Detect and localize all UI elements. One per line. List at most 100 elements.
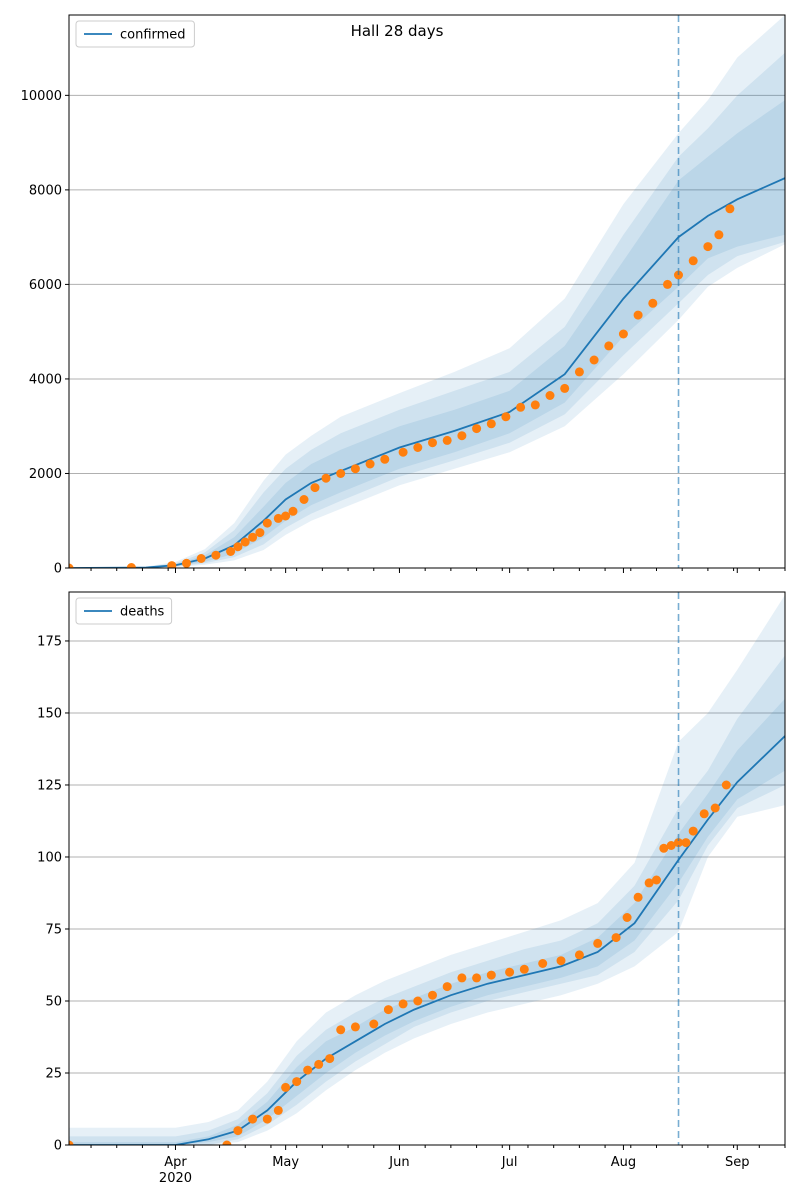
data-point — [281, 511, 291, 521]
uncertainty-band-1 — [69, 698, 785, 1145]
data-point — [472, 973, 482, 983]
data-point — [281, 1082, 291, 1092]
data-point — [240, 537, 250, 547]
legend: deaths — [75, 597, 173, 625]
legend: confirmed — [75, 20, 195, 48]
data-point — [618, 329, 628, 339]
data-point — [486, 970, 496, 980]
data-point — [545, 391, 555, 400]
x-tick-label: May — [272, 1155, 299, 1170]
data-point — [611, 933, 621, 943]
data-point — [721, 780, 731, 790]
data-point — [383, 1005, 393, 1015]
data-point — [292, 1077, 302, 1087]
data-point — [255, 528, 265, 538]
y-tick-label: 6000 — [29, 278, 62, 293]
data-point — [699, 809, 709, 819]
data-point — [273, 1105, 283, 1115]
data-point — [413, 996, 423, 1006]
uncertainty-band-3 — [69, 594, 785, 1145]
data-point — [652, 875, 661, 885]
data-point — [428, 990, 437, 1000]
data-point — [666, 841, 676, 850]
data-point — [516, 402, 526, 412]
y-tick-label: 100 — [37, 850, 62, 865]
x-tick-label: Apr — [164, 1155, 187, 1170]
data-point — [681, 838, 691, 848]
data-point — [350, 1022, 360, 1032]
data-point — [398, 999, 408, 1009]
y-tick-label: 150 — [37, 706, 62, 721]
x-tick-label: Jul — [501, 1155, 518, 1170]
y-tick-label: 75 — [45, 922, 62, 937]
chart-panel-deaths: 0 25 50 75 100 125 150 175 Apr May Jun Jul Aug Sep 202… — [37, 591, 786, 1186]
axes-frame — [68, 591, 786, 1146]
x-tick-label: Jun — [388, 1155, 409, 1170]
data-point — [560, 383, 570, 393]
data-point — [336, 469, 346, 478]
legend-label: confirmed — [120, 28, 186, 43]
data-point — [310, 483, 320, 493]
data-point — [659, 843, 669, 853]
data-point — [457, 431, 467, 441]
y-tick-label: 8000 — [29, 183, 62, 198]
data-point — [688, 826, 698, 836]
data-point — [633, 892, 643, 902]
y-tick-label: 175 — [37, 634, 62, 649]
data-point — [574, 950, 584, 960]
data-point — [442, 435, 452, 445]
data-point — [648, 298, 658, 308]
data-point — [273, 513, 283, 523]
data-point — [262, 1114, 272, 1124]
data-point — [633, 310, 643, 320]
data-point — [604, 341, 614, 351]
legend-label: deaths — [120, 605, 165, 620]
data-point — [325, 1054, 335, 1064]
y-tick-label: 4000 — [29, 372, 62, 387]
data-point — [725, 204, 735, 214]
data-point — [262, 518, 272, 528]
data-point — [182, 558, 191, 568]
data-point — [574, 367, 584, 377]
x-year-label: 2020 — [159, 1171, 192, 1186]
data-point — [69, 563, 74, 568]
data-point — [350, 464, 360, 474]
data-point — [248, 532, 258, 542]
data-point — [167, 561, 177, 568]
data-point — [299, 495, 309, 504]
data-point — [314, 1059, 324, 1069]
data-point — [233, 542, 243, 552]
data-point — [593, 938, 603, 948]
data-point — [644, 878, 654, 888]
data-point — [248, 1114, 258, 1124]
data-point — [505, 967, 515, 977]
data-point — [69, 1140, 74, 1145]
data-point — [457, 973, 467, 983]
y-tick-label: 25 — [45, 1066, 62, 1081]
data-point — [321, 473, 331, 483]
data-point — [663, 279, 672, 289]
data-point — [288, 506, 298, 516]
data-point — [369, 1019, 379, 1029]
data-point — [519, 964, 529, 974]
data-point — [556, 956, 566, 966]
data-point — [530, 400, 540, 410]
data-point — [413, 443, 423, 452]
chart-panel-confirmed: 0 2000 4000 6000 8000 10000 confirmed — [21, 14, 786, 577]
y-tick-label: 0 — [54, 1139, 62, 1154]
data-point — [710, 803, 720, 813]
data-point — [674, 838, 683, 848]
y-tick-label: 2000 — [29, 467, 62, 482]
y-tick-label: 0 — [54, 562, 62, 577]
data-point — [501, 412, 511, 422]
data-point — [688, 256, 698, 266]
y-tick-label: 125 — [37, 778, 62, 793]
data-point — [622, 913, 632, 922]
figure-title: Hall 28 days — [351, 22, 444, 40]
data-point — [589, 355, 599, 365]
uncertainty-band-2 — [69, 655, 785, 1145]
plot-area — [69, 15, 785, 568]
axes-frame — [68, 14, 786, 569]
data-point — [442, 982, 452, 992]
data-point — [233, 1126, 243, 1136]
